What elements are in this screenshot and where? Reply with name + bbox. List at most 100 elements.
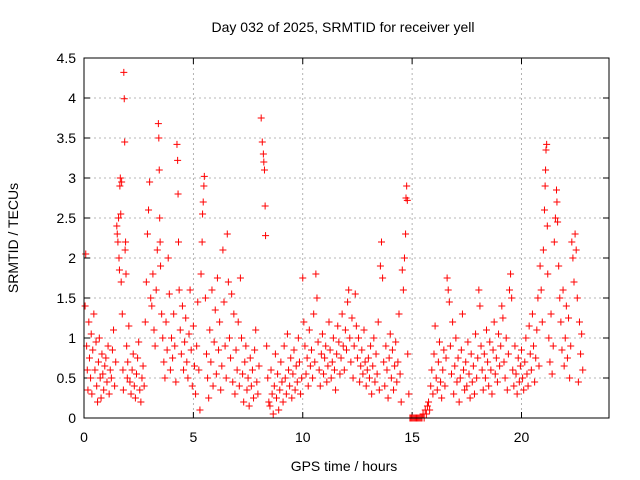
data-point [360,326,368,334]
data-point [340,366,348,374]
data-point [403,196,411,204]
data-point [365,374,373,382]
data-point [473,374,481,382]
data-point [571,230,579,238]
data-point [425,398,433,406]
data-point [324,362,332,370]
data-point [170,310,178,318]
data-point [259,150,267,158]
data-point [504,350,512,358]
data-point [104,342,112,350]
data-point [565,314,573,322]
data-point [126,378,134,386]
data-point [562,302,570,310]
data-point [248,366,256,374]
data-point [478,366,486,374]
data-point [557,318,565,326]
data-point [496,362,504,370]
y-axis-label: SRMTID / TECUs [5,183,21,293]
data-point [257,114,265,122]
data-point [393,378,401,386]
data-point [352,322,360,330]
data-point [493,378,501,386]
data-point [286,382,294,390]
data-point [527,366,535,374]
data-point [137,398,145,406]
data-point [323,378,331,386]
data-point [171,342,179,350]
data-point [464,338,472,346]
data-point [193,342,201,350]
data-point [325,318,333,326]
data-point [103,378,111,386]
data-point [551,214,559,222]
data-point [548,370,556,378]
data-point [463,382,471,390]
data-point [121,246,129,254]
data-point [465,370,473,378]
data-point [139,362,147,370]
data-point [532,354,540,362]
data-point [490,318,498,326]
data-point [432,374,440,382]
data-point [566,374,574,382]
data-point [194,298,202,306]
data-point [152,286,160,294]
data-point [255,362,263,370]
data-point [301,342,309,350]
data-point [387,374,395,382]
data-point [313,294,321,302]
data-point [338,310,346,318]
data-point [332,386,340,394]
data-point [115,214,123,222]
data-point [302,370,310,378]
data-point [124,358,132,366]
data-point [512,370,520,378]
data-point [403,182,411,190]
data-point [431,322,439,330]
data-point [522,334,530,342]
data-point [127,390,135,398]
data-point [269,410,277,418]
data-point [554,218,562,226]
data-point [513,390,521,398]
data-point [243,386,251,394]
data-point [211,306,219,314]
data-point [240,398,248,406]
data-point [359,370,367,378]
data-point [394,358,402,366]
data-point [218,362,226,370]
data-point [518,346,525,354]
data-point [318,330,326,338]
data-point [90,310,98,318]
data-point [96,374,104,382]
data-point [154,120,162,128]
data-point [348,314,356,322]
data-point [241,358,249,366]
data-point [460,366,468,374]
data-point [262,232,270,240]
data-point [426,406,434,414]
data-point [356,378,364,386]
data-point [187,346,195,354]
data-point [162,318,170,326]
data-point [212,370,220,378]
data-point [374,318,382,326]
data-point [388,346,396,354]
data-point [276,386,284,394]
data-point [539,246,547,254]
data-point [538,318,546,326]
data-point [117,278,125,286]
data-point [89,346,97,354]
data-point [400,254,408,262]
data-point [92,338,100,346]
data-point [434,358,442,366]
data-point [305,326,313,334]
data-point [497,342,505,350]
data-point [275,406,283,414]
y-tick-label: 3.5 [57,130,77,146]
data-point [337,354,345,362]
data-point [102,354,110,362]
data-point [245,402,253,410]
data-point [314,338,322,346]
